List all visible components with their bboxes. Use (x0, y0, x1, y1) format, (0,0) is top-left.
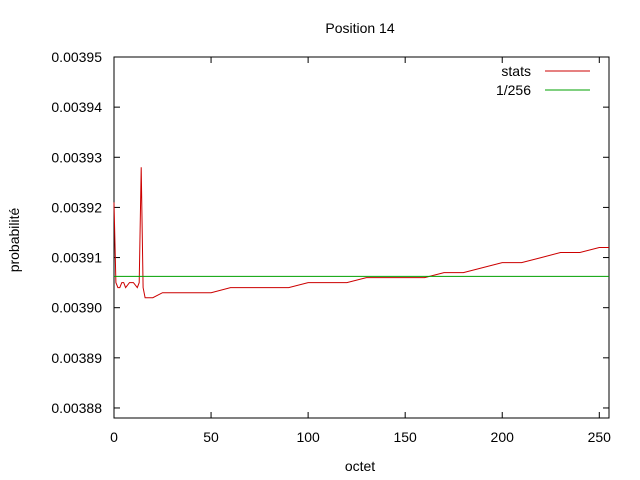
series-layer (113, 167, 609, 299)
y-tick-label: 0.00392 (51, 199, 102, 215)
legend-label: stats (501, 63, 531, 79)
series-line (113, 167, 609, 299)
x-tick-label: 250 (588, 429, 612, 445)
x-axis: 0 50 100 150 200 250 (110, 57, 611, 445)
x-tick-label: 100 (296, 429, 320, 445)
x-tick-label: 50 (203, 429, 219, 445)
plot-frame (113, 56, 610, 419)
y-tick-label: 0.00389 (51, 350, 102, 366)
y-tick-label: 0.00394 (51, 99, 102, 115)
x-tick-label: 200 (491, 429, 515, 445)
y-tick-label: 0.00393 (51, 149, 102, 165)
x-axis-label: octet (345, 458, 375, 474)
y-tick-label: 0.00395 (51, 49, 102, 65)
x-tick-label: 0 (110, 429, 118, 445)
y-axis: 0.00388 0.00389 0.00390 0.00391 0.00392 0.003… (51, 49, 609, 416)
y-tick-label: 0.00391 (51, 250, 102, 266)
legend: stats 1/256 (496, 63, 590, 98)
legend-label: 1/256 (496, 82, 531, 98)
y-tick-label: 0.00388 (51, 400, 102, 416)
y-axis-label: probabilité (6, 207, 22, 272)
y-tick-label: 0.00390 (51, 300, 102, 316)
chart-title: Position 14 (325, 20, 394, 36)
x-tick-label: 150 (393, 429, 417, 445)
